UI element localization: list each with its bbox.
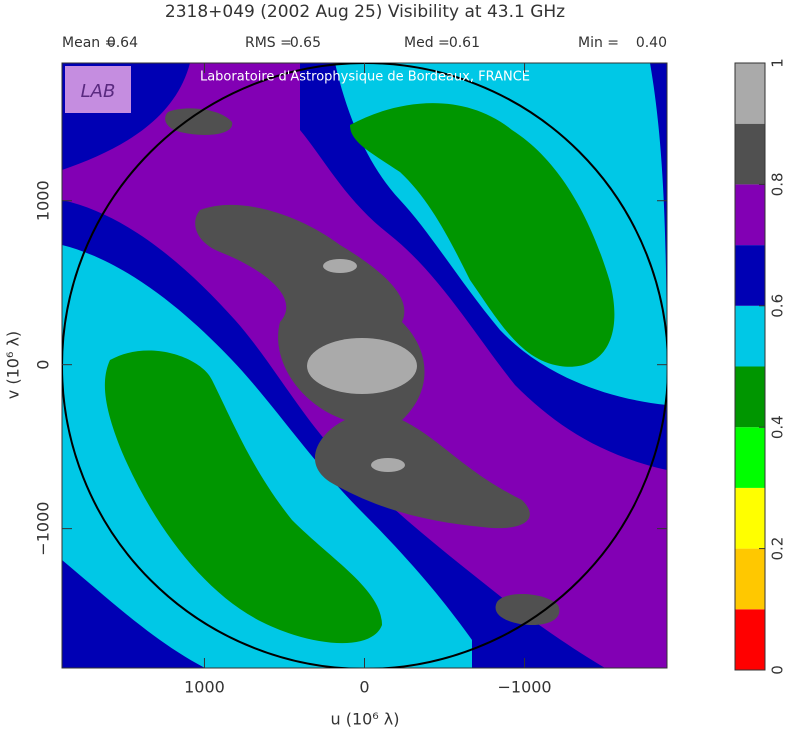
x-tick-label: 0: [359, 678, 369, 697]
contour-region: [371, 458, 405, 472]
stat-value: 0.40: [636, 35, 667, 51]
colorbar-band: [735, 487, 765, 549]
contour-region: [104, 350, 382, 644]
x-axis-label: u (10⁶ λ): [330, 710, 399, 729]
colorbar-band: [735, 305, 765, 367]
colorbar-band: [735, 609, 765, 670]
chart-title: 2318+049 (2002 Aug 25) Visibility at 43.…: [165, 2, 565, 22]
colorbar-band: [735, 366, 765, 428]
stat-label: RMS =: [245, 35, 292, 51]
contour-region: [350, 103, 615, 367]
x-tick-label: 1000: [184, 678, 225, 697]
contour-region: [307, 338, 417, 394]
y-tick-label: 0: [34, 360, 53, 370]
colorbar-band: [735, 184, 765, 246]
colorbar-frame: [734, 62, 766, 671]
watermark: Laboratoire d'Astrophysique de Bordeaux,…: [200, 70, 530, 85]
contour-region: [495, 594, 560, 626]
colorbar-tick-label: 0.2: [769, 537, 786, 561]
logo-text: LAB: [81, 81, 116, 102]
colorbar-band: [735, 548, 765, 610]
colorbar-tick-label: 0: [769, 665, 786, 675]
stat-label: Mean =: [62, 35, 116, 51]
y-axis-label: v (10⁶ λ): [4, 331, 23, 399]
colorbar-band: [735, 427, 765, 488]
colorbar-band: [735, 245, 765, 306]
y-tick-label: −1000: [34, 502, 53, 556]
stat-label: Med =: [404, 35, 450, 51]
colorbar-band: [735, 123, 765, 185]
logo: [65, 66, 131, 113]
contour-region: [323, 259, 357, 273]
stat-value: 0.64: [107, 35, 138, 51]
colorbar-tick-label: 1: [769, 58, 786, 68]
stat-value: 0.61: [449, 35, 480, 51]
contour-region: [62, 245, 472, 668]
colorbar-band: [735, 63, 765, 124]
colorbar-tick-label: 0.6: [769, 294, 786, 318]
x-tick-label: −1000: [497, 678, 551, 697]
colorbar-tick-label: 0.4: [769, 415, 786, 439]
y-tick-label: 1000: [34, 180, 53, 221]
stat-label: Min =: [578, 35, 619, 51]
plot-area: [62, 63, 667, 668]
stat-value: 0.65: [290, 35, 321, 51]
colorbar-tick-label: 0.8: [769, 172, 786, 196]
contour-region: [165, 108, 233, 135]
